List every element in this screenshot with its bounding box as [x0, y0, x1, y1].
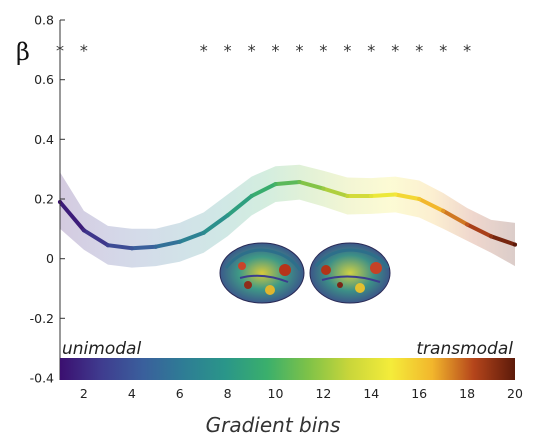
- data-point: [441, 208, 446, 213]
- x-tick-label: 18: [459, 386, 475, 401]
- beta-line: [58, 180, 517, 251]
- line-segment: [153, 239, 182, 249]
- x-tick-label: 16: [411, 386, 427, 401]
- data-point: [321, 186, 326, 191]
- line-segment: [465, 222, 494, 239]
- y-axis-label: β: [16, 38, 30, 66]
- y-axis-ticks: -0.4 -0.2 0 0.2 0.4 0.6 0.8: [30, 13, 65, 386]
- x-tick-label: 4: [128, 386, 136, 401]
- y-tick-label: 0.2: [34, 192, 54, 207]
- line-segment: [393, 192, 422, 201]
- data-point: [417, 197, 422, 201]
- data-point: [225, 213, 230, 218]
- y-tick-label: 0.6: [34, 72, 54, 87]
- data-point: [81, 228, 86, 233]
- data-point: [297, 180, 302, 184]
- gradient-colorbar: [60, 358, 515, 380]
- data-point: [177, 239, 182, 244]
- data-point: [105, 243, 110, 248]
- x-tick-label: 14: [363, 386, 379, 401]
- significance-star: *: [272, 41, 280, 60]
- data-point: [129, 246, 134, 251]
- y-tick-label: -0.4: [30, 371, 54, 386]
- line-segment: [369, 192, 398, 198]
- significance-star: *: [367, 41, 375, 60]
- left-hemisphere-image: [219, 242, 305, 304]
- y-tick-label: -0.2: [30, 311, 54, 326]
- unimodal-label: unimodal: [62, 339, 141, 359]
- y-tick-label: 0.4: [34, 132, 54, 147]
- x-tick-label: 8: [224, 386, 232, 401]
- x-axis-ticks: 2 4 6 8 10 12 14 16 18 20: [80, 386, 523, 401]
- data-point: [153, 244, 158, 249]
- significance-star: *: [224, 41, 232, 60]
- data-point: [273, 182, 278, 187]
- data-point: [201, 230, 206, 235]
- x-axis-label: Gradient bins: [206, 413, 341, 437]
- line-segment: [417, 197, 446, 213]
- significance-star: *: [319, 41, 327, 60]
- significance-star: *: [415, 41, 423, 60]
- line-segment: [321, 186, 350, 198]
- significance-star: *: [343, 41, 351, 60]
- line-segment: [105, 243, 134, 251]
- significance-star: *: [248, 41, 256, 60]
- line-segment: [81, 228, 110, 248]
- significance-star: *: [439, 41, 447, 60]
- data-point: [369, 194, 374, 198]
- line-segment: [58, 200, 86, 233]
- line-segment: [177, 230, 206, 244]
- y-tick-label: 0: [46, 251, 54, 266]
- right-hemisphere-image: [309, 242, 391, 304]
- line-segment: [297, 180, 326, 191]
- data-point: [489, 234, 494, 239]
- data-point: [393, 192, 398, 197]
- brain-inset-image: [219, 242, 391, 304]
- x-tick-label: 12: [315, 386, 331, 401]
- significance-star: *: [463, 41, 471, 60]
- significance-star: *: [200, 41, 208, 60]
- data-point: [465, 222, 470, 227]
- significance-star: *: [80, 41, 88, 60]
- x-tick-label: 2: [80, 386, 88, 401]
- line-segment: [249, 182, 278, 198]
- transmodal-label: transmodal: [416, 339, 513, 359]
- line-segment: [201, 213, 230, 235]
- line-segment: [225, 194, 254, 218]
- line-segment: [489, 234, 517, 247]
- x-tick-label: 10: [268, 386, 284, 401]
- significance-markers: **************: [56, 41, 471, 60]
- data-point: [249, 194, 254, 198]
- data-point: [513, 242, 517, 247]
- x-tick-label: 20: [507, 386, 523, 401]
- data-point: [345, 194, 350, 198]
- line-segment: [129, 244, 158, 251]
- significance-star: *: [391, 41, 399, 60]
- line-segment: [273, 180, 302, 187]
- line-segment: [441, 208, 470, 227]
- y-tick-label: 0.8: [34, 13, 54, 28]
- x-tick-label: 6: [176, 386, 184, 401]
- significance-star: *: [296, 41, 304, 60]
